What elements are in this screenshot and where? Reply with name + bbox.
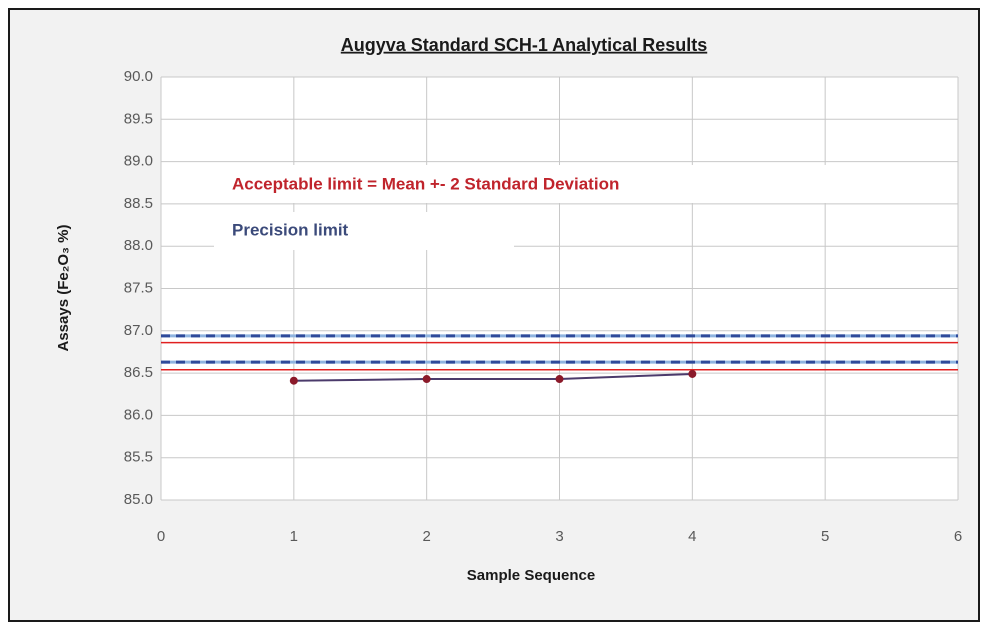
y-tick-label: 85.0 [124,491,153,508]
x-tick-label: 1 [290,528,298,545]
annotation-box [214,165,826,203]
x-tick-label: 0 [157,528,165,545]
x-axis-title: Sample Sequence [467,567,595,584]
x-tick-label: 3 [555,528,563,545]
data-marks [289,369,697,385]
y-tick-label: 86.0 [124,406,153,423]
data-point [688,369,697,378]
y-tick-label: 89.0 [124,153,153,170]
data-point [422,375,431,384]
reference-lines [161,334,958,371]
annotation: Precision limit [232,220,349,239]
y-tick-label: 88.0 [124,237,153,254]
series-line [293,372,693,382]
y-tick-label: 88.5 [124,195,153,212]
grid [160,76,959,501]
chart-title: Augyva Standard SCH-1 Analytical Results [341,35,707,55]
data-point [555,375,564,384]
y-tick-label: 87.0 [124,322,153,339]
data-point [289,376,298,385]
y-tick-label: 85.5 [124,449,153,466]
y-tick-label: 90.0 [124,68,153,85]
x-tick-label: 4 [688,528,696,545]
annotation-box [214,212,514,250]
x-tick-label: 5 [821,528,829,545]
y-tick-label: 87.5 [124,279,153,296]
x-tick-label: 6 [954,528,962,545]
x-tick-label: 2 [422,528,430,545]
y-tick-label: 86.5 [124,364,153,381]
y-axis-title: Assays (Fe₂O₃ %) [55,225,72,352]
y-tick-label: 89.5 [124,110,153,127]
annotation: Acceptable limit = Mean +- 2 Standard De… [232,174,619,193]
